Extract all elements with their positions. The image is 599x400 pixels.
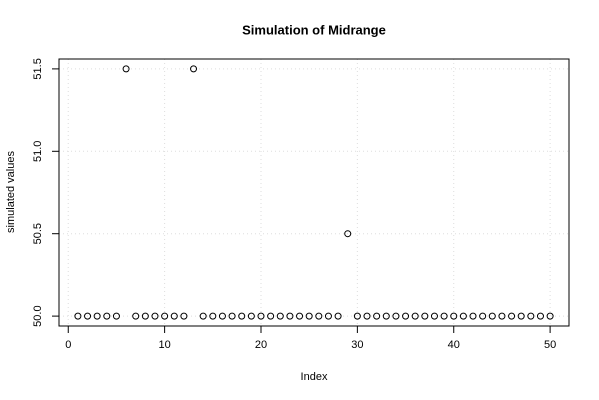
x-axis-label: Index [301, 371, 328, 383]
y-tick-label: 50.0 [32, 305, 44, 326]
point [199, 312, 207, 320]
point [276, 312, 284, 320]
point [305, 312, 313, 320]
point [132, 312, 140, 320]
point [344, 230, 352, 238]
x-tick-label: 0 [65, 339, 71, 351]
point [324, 312, 332, 320]
point [151, 312, 159, 320]
plot-frame [58, 58, 570, 327]
point [228, 312, 236, 320]
point [469, 312, 477, 320]
point [296, 312, 304, 320]
x-tick-label: 10 [158, 339, 170, 351]
point [74, 312, 82, 320]
x-tick-label: 50 [544, 339, 556, 351]
point [353, 312, 361, 320]
point [546, 312, 554, 320]
point [103, 312, 111, 320]
point [392, 312, 400, 320]
point [479, 312, 487, 320]
point [180, 312, 188, 320]
point [238, 312, 246, 320]
y-tick-label: 51.5 [32, 58, 44, 79]
point [122, 65, 130, 73]
point [334, 312, 342, 320]
point [112, 312, 120, 320]
point [257, 312, 265, 320]
point [267, 312, 275, 320]
y-axis-label: simulated values [5, 151, 17, 233]
point [286, 312, 294, 320]
point [459, 312, 467, 320]
point [440, 312, 448, 320]
point [488, 312, 496, 320]
point [209, 312, 217, 320]
point [517, 312, 525, 320]
point [421, 312, 429, 320]
point [498, 312, 506, 320]
point [141, 312, 149, 320]
x-tick-label: 40 [448, 339, 460, 351]
point [402, 312, 410, 320]
x-tick-label: 30 [351, 339, 363, 351]
point [508, 312, 516, 320]
point [93, 312, 101, 320]
point [170, 312, 178, 320]
point [190, 65, 198, 73]
point [363, 312, 371, 320]
chart-title: Simulation of Midrange [242, 22, 386, 37]
x-tick-label: 20 [255, 339, 267, 351]
point [450, 312, 458, 320]
point [527, 312, 535, 320]
point [430, 312, 438, 320]
point [411, 312, 419, 320]
y-tick-label: 50.5 [32, 223, 44, 244]
point [218, 312, 226, 320]
y-tick-label: 51.0 [32, 141, 44, 162]
point [247, 312, 255, 320]
point [161, 312, 169, 320]
point [315, 312, 323, 320]
point [373, 312, 381, 320]
point [84, 312, 92, 320]
point [536, 312, 544, 320]
point [382, 312, 390, 320]
